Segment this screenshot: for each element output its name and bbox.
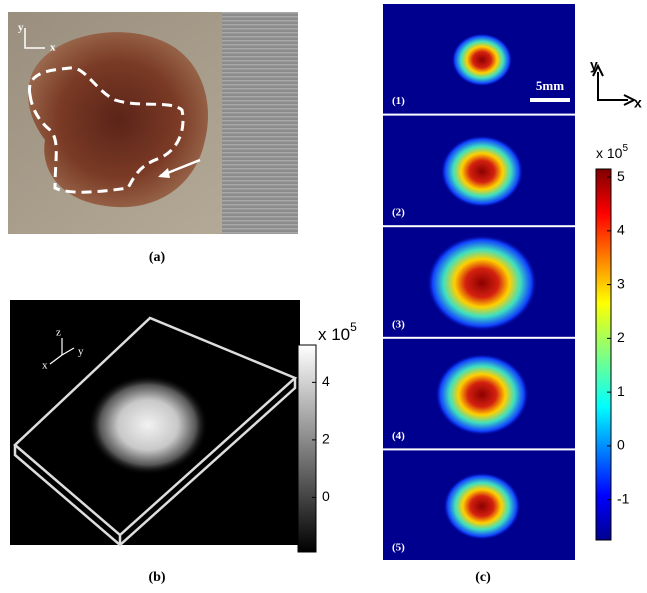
blob [88, 375, 208, 475]
axis-x: x [634, 95, 642, 111]
axis-z: z [56, 327, 61, 339]
axis-x: x [42, 360, 48, 372]
colorbar-tick-label: 2 [617, 329, 625, 345]
axis-y: y [78, 346, 84, 358]
colorbar-tick-label: 1 [617, 383, 625, 399]
axis-y: y [18, 22, 24, 34]
colorbar-tick-label: 0 [322, 488, 330, 504]
colorbar-tick-label: 2 [322, 431, 330, 447]
colorbar-tick-label: -1 [617, 490, 630, 506]
exponent: 5 [622, 143, 628, 154]
panel-a: y x (a) [8, 12, 298, 265]
scale-label: 5mm [536, 78, 564, 93]
colorbar [596, 169, 611, 540]
panel-b: z y x x 105 (b) 0 2 4 [10, 300, 357, 585]
panel-label: (c) [475, 570, 491, 585]
signal [435, 354, 529, 436]
colorbar [298, 345, 316, 552]
signal [427, 235, 537, 331]
multiplier: x 10 [318, 325, 350, 344]
colorbar-multiplier: x 105 [596, 143, 628, 161]
colorbar-tick-label: 4 [617, 222, 625, 238]
figure: y x (a) z y x x 105 (b) 024 x 105 y x (c… [0, 0, 647, 593]
colorbar-tick-label: 4 [322, 373, 330, 389]
axis-x: x [50, 42, 56, 54]
frame-label: (4) [392, 430, 405, 442]
colorbar-tick-label: 0 [617, 437, 625, 453]
exponent: 5 [350, 320, 357, 334]
signal [444, 473, 521, 540]
colorbar-tick-label: 3 [617, 275, 625, 291]
frame-label: (3) [392, 318, 405, 330]
frame-label: (1) [392, 95, 405, 107]
frame-label: (5) [392, 542, 405, 554]
ruler [222, 12, 298, 234]
colorbar-tick-label: 5 [617, 168, 625, 184]
signal [452, 33, 513, 86]
axis-y: y [590, 57, 598, 73]
signal [441, 135, 524, 207]
panel-label: (a) [149, 250, 166, 265]
multiplier: x 10 [596, 145, 623, 161]
colorbar-multiplier: x 105 [318, 320, 357, 344]
frame-label: (2) [392, 207, 405, 219]
panel-label: (b) [148, 570, 165, 585]
